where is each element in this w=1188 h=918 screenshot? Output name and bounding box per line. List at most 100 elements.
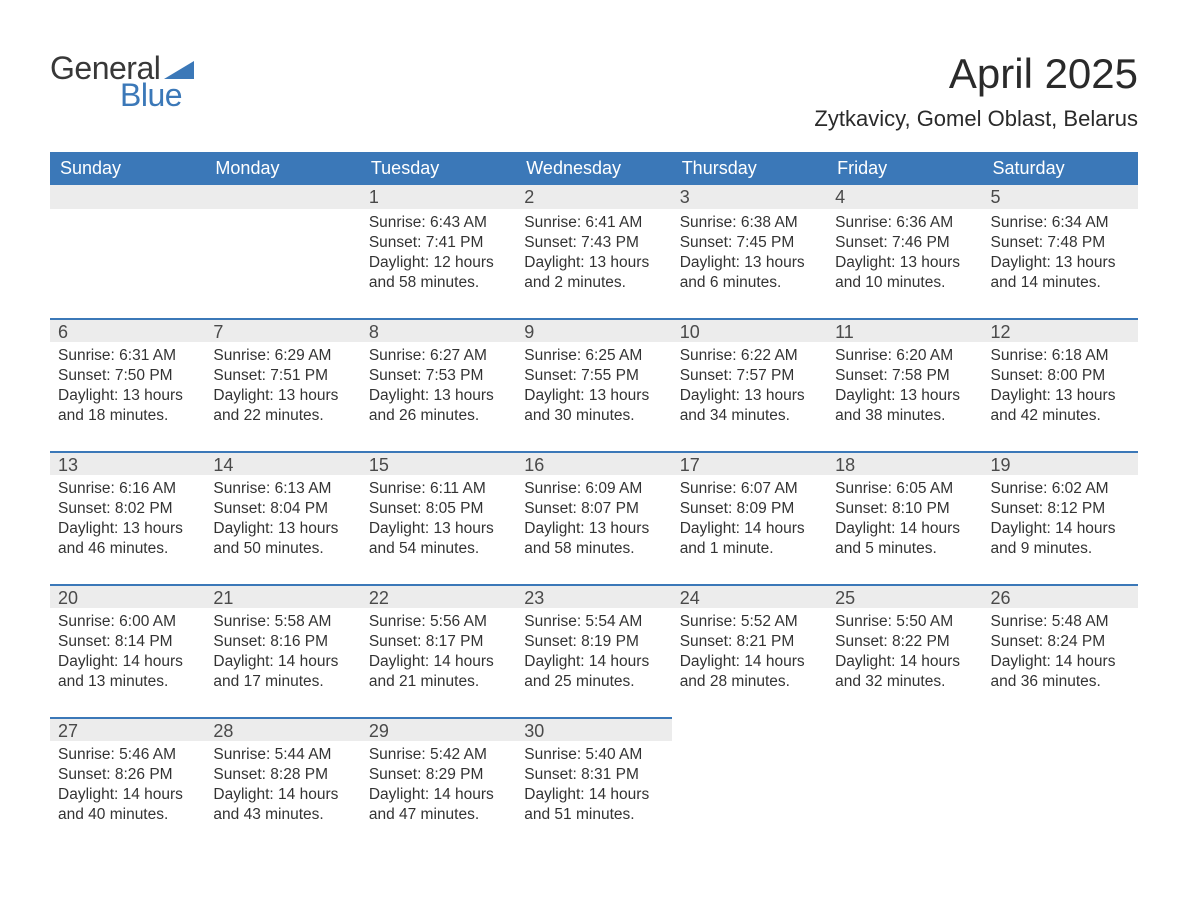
day-header: Wednesday	[516, 152, 671, 185]
day-content: Sunrise: 5:48 AMSunset: 8:24 PMDaylight:…	[983, 608, 1138, 701]
sunrise-line: Sunrise: 5:56 AM	[369, 612, 508, 632]
calendar-day-cell: 27Sunrise: 5:46 AMSunset: 8:26 PMDayligh…	[50, 717, 205, 850]
day-content: Sunrise: 5:50 AMSunset: 8:22 PMDaylight:…	[827, 608, 982, 701]
sunset-line: Sunset: 8:02 PM	[58, 499, 197, 519]
day-number: 9	[516, 318, 671, 342]
daylight-line: Daylight: 13 hours and 50 minutes.	[213, 519, 352, 559]
day-number: 26	[983, 584, 1138, 608]
calendar-empty-cell	[205, 185, 360, 318]
daylight-line: Daylight: 14 hours and 5 minutes.	[835, 519, 974, 559]
calendar-day-cell: 15Sunrise: 6:11 AMSunset: 8:05 PMDayligh…	[361, 451, 516, 584]
sunset-line: Sunset: 8:21 PM	[680, 632, 819, 652]
sunset-line: Sunset: 8:22 PM	[835, 632, 974, 652]
day-content: Sunrise: 5:42 AMSunset: 8:29 PMDaylight:…	[361, 741, 516, 834]
calendar-empty-cell	[50, 185, 205, 318]
daylight-line: Daylight: 13 hours and 26 minutes.	[369, 386, 508, 426]
daylight-line: Daylight: 14 hours and 1 minute.	[680, 519, 819, 559]
day-number: 18	[827, 451, 982, 475]
day-number: 12	[983, 318, 1138, 342]
day-content: Sunrise: 5:58 AMSunset: 8:16 PMDaylight:…	[205, 608, 360, 701]
day-content: Sunrise: 6:29 AMSunset: 7:51 PMDaylight:…	[205, 342, 360, 435]
day-number: 6	[50, 318, 205, 342]
day-number: 13	[50, 451, 205, 475]
daylight-line: Daylight: 14 hours and 28 minutes.	[680, 652, 819, 692]
day-content: Sunrise: 6:34 AMSunset: 7:48 PMDaylight:…	[983, 209, 1138, 302]
page-header: General Blue April 2025 Zytkavicy, Gomel…	[50, 50, 1138, 132]
calendar-week-row: 27Sunrise: 5:46 AMSunset: 8:26 PMDayligh…	[50, 717, 1138, 850]
daylight-line: Daylight: 14 hours and 40 minutes.	[58, 785, 197, 825]
calendar-day-cell: 13Sunrise: 6:16 AMSunset: 8:02 PMDayligh…	[50, 451, 205, 584]
day-number: 3	[672, 185, 827, 209]
sunset-line: Sunset: 8:09 PM	[680, 499, 819, 519]
day-header: Saturday	[983, 152, 1138, 185]
sunrise-line: Sunrise: 5:46 AM	[58, 745, 197, 765]
calendar-day-cell: 29Sunrise: 5:42 AMSunset: 8:29 PMDayligh…	[361, 717, 516, 850]
day-number: 24	[672, 584, 827, 608]
calendar-day-cell: 1Sunrise: 6:43 AMSunset: 7:41 PMDaylight…	[361, 185, 516, 318]
calendar-body: 1Sunrise: 6:43 AMSunset: 7:41 PMDaylight…	[50, 185, 1138, 850]
calendar-day-cell: 10Sunrise: 6:22 AMSunset: 7:57 PMDayligh…	[672, 318, 827, 451]
day-content: Sunrise: 6:41 AMSunset: 7:43 PMDaylight:…	[516, 209, 671, 302]
location-subtitle: Zytkavicy, Gomel Oblast, Belarus	[814, 106, 1138, 132]
calendar-day-cell: 26Sunrise: 5:48 AMSunset: 8:24 PMDayligh…	[983, 584, 1138, 717]
day-number: 16	[516, 451, 671, 475]
daylight-line: Daylight: 13 hours and 2 minutes.	[524, 253, 663, 293]
sunrise-line: Sunrise: 6:02 AM	[991, 479, 1130, 499]
calendar-day-cell: 17Sunrise: 6:07 AMSunset: 8:09 PMDayligh…	[672, 451, 827, 584]
sunrise-line: Sunrise: 6:20 AM	[835, 346, 974, 366]
sunset-line: Sunset: 8:31 PM	[524, 765, 663, 785]
day-number: 4	[827, 185, 982, 209]
sunset-line: Sunset: 7:46 PM	[835, 233, 974, 253]
day-number: 20	[50, 584, 205, 608]
calendar-day-cell: 19Sunrise: 6:02 AMSunset: 8:12 PMDayligh…	[983, 451, 1138, 584]
sunset-line: Sunset: 8:07 PM	[524, 499, 663, 519]
day-content: Sunrise: 6:22 AMSunset: 7:57 PMDaylight:…	[672, 342, 827, 435]
logo: General Blue	[50, 50, 194, 114]
day-header: Friday	[827, 152, 982, 185]
daylight-line: Daylight: 13 hours and 14 minutes.	[991, 253, 1130, 293]
day-content: Sunrise: 5:44 AMSunset: 8:28 PMDaylight:…	[205, 741, 360, 834]
sunrise-line: Sunrise: 6:41 AM	[524, 213, 663, 233]
calendar-day-cell: 2Sunrise: 6:41 AMSunset: 7:43 PMDaylight…	[516, 185, 671, 318]
sunset-line: Sunset: 7:45 PM	[680, 233, 819, 253]
calendar-day-cell: 24Sunrise: 5:52 AMSunset: 8:21 PMDayligh…	[672, 584, 827, 717]
calendar-day-cell: 4Sunrise: 6:36 AMSunset: 7:46 PMDaylight…	[827, 185, 982, 318]
day-content: Sunrise: 6:20 AMSunset: 7:58 PMDaylight:…	[827, 342, 982, 435]
sunset-line: Sunset: 8:29 PM	[369, 765, 508, 785]
daylight-line: Daylight: 14 hours and 43 minutes.	[213, 785, 352, 825]
day-content: Sunrise: 6:25 AMSunset: 7:55 PMDaylight:…	[516, 342, 671, 435]
sunrise-line: Sunrise: 6:16 AM	[58, 479, 197, 499]
sunrise-line: Sunrise: 6:18 AM	[991, 346, 1130, 366]
daylight-line: Daylight: 14 hours and 17 minutes.	[213, 652, 352, 692]
sunset-line: Sunset: 8:19 PM	[524, 632, 663, 652]
sunset-line: Sunset: 8:17 PM	[369, 632, 508, 652]
day-content: Sunrise: 6:27 AMSunset: 7:53 PMDaylight:…	[361, 342, 516, 435]
sunrise-line: Sunrise: 6:36 AM	[835, 213, 974, 233]
sunrise-line: Sunrise: 5:44 AM	[213, 745, 352, 765]
day-content: Sunrise: 6:00 AMSunset: 8:14 PMDaylight:…	[50, 608, 205, 701]
day-content: Sunrise: 6:07 AMSunset: 8:09 PMDaylight:…	[672, 475, 827, 568]
sunrise-line: Sunrise: 6:11 AM	[369, 479, 508, 499]
day-header: Tuesday	[361, 152, 516, 185]
daylight-line: Daylight: 14 hours and 25 minutes.	[524, 652, 663, 692]
calendar-day-cell: 30Sunrise: 5:40 AMSunset: 8:31 PMDayligh…	[516, 717, 671, 850]
daylight-line: Daylight: 13 hours and 38 minutes.	[835, 386, 974, 426]
calendar-day-cell: 18Sunrise: 6:05 AMSunset: 8:10 PMDayligh…	[827, 451, 982, 584]
day-header: Thursday	[672, 152, 827, 185]
daylight-line: Daylight: 13 hours and 18 minutes.	[58, 386, 197, 426]
daylight-line: Daylight: 13 hours and 42 minutes.	[991, 386, 1130, 426]
day-number: 23	[516, 584, 671, 608]
day-number: 25	[827, 584, 982, 608]
day-number: 28	[205, 717, 360, 741]
sunrise-line: Sunrise: 6:13 AM	[213, 479, 352, 499]
day-content: Sunrise: 5:40 AMSunset: 8:31 PMDaylight:…	[516, 741, 671, 834]
sunset-line: Sunset: 8:24 PM	[991, 632, 1130, 652]
calendar-thead: SundayMondayTuesdayWednesdayThursdayFrid…	[50, 152, 1138, 185]
sunrise-line: Sunrise: 5:42 AM	[369, 745, 508, 765]
day-number: 7	[205, 318, 360, 342]
day-number: 30	[516, 717, 671, 741]
calendar-day-cell: 28Sunrise: 5:44 AMSunset: 8:28 PMDayligh…	[205, 717, 360, 850]
sunset-line: Sunset: 7:50 PM	[58, 366, 197, 386]
daylight-line: Daylight: 14 hours and 13 minutes.	[58, 652, 197, 692]
calendar-day-cell: 20Sunrise: 6:00 AMSunset: 8:14 PMDayligh…	[50, 584, 205, 717]
